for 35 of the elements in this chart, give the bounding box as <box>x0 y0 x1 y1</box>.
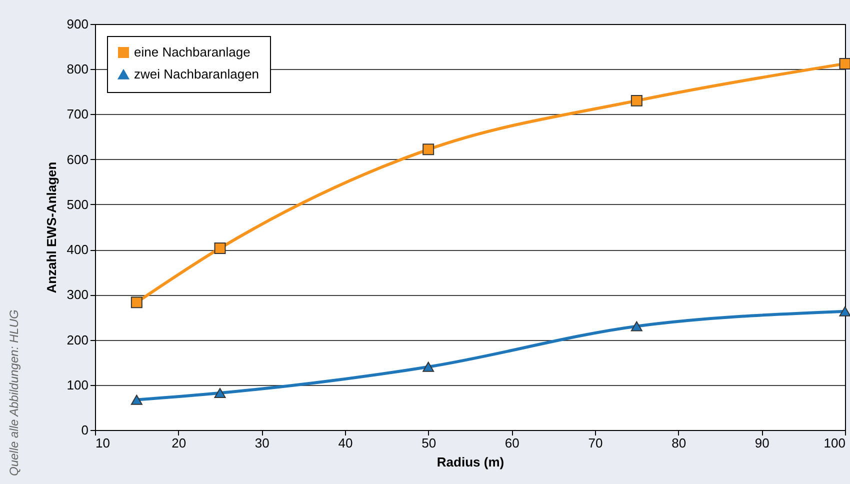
point <box>839 58 850 70</box>
x-tick-label: 30 <box>254 436 270 450</box>
point <box>422 362 434 372</box>
legend-label: eine Nachbaranlage <box>134 44 250 60</box>
x-tick-label: 80 <box>672 436 686 450</box>
point <box>630 94 642 106</box>
point <box>630 321 642 332</box>
x-tick-label: 90 <box>754 436 770 450</box>
y-tick-label: 0 <box>81 422 88 438</box>
y-tick-label: 900 <box>66 16 88 32</box>
legend-label: zwei Nachbaranlagen <box>134 66 260 82</box>
x-tick-label: 20 <box>172 436 186 450</box>
source-note: Quelle alle Abbildungen: HLUG <box>7 310 21 476</box>
y-tick-label: 800 <box>66 62 88 77</box>
point <box>130 296 142 308</box>
point <box>422 144 434 156</box>
y-axis-title: Anzahl EWS-Anlagen <box>44 162 59 294</box>
x-tick-label: 60 <box>504 436 520 450</box>
x-tick-label: 40 <box>338 436 353 450</box>
point <box>214 242 226 254</box>
y-tick-label: 100 <box>66 377 88 392</box>
y-tick-label: 500 <box>66 196 88 212</box>
y-tick-label: 200 <box>66 332 88 348</box>
point <box>214 388 226 398</box>
y-tick-label: 300 <box>66 287 88 302</box>
x-tick-label: 100 <box>824 436 846 450</box>
point <box>839 306 850 316</box>
y-tick-label: 700 <box>66 106 88 122</box>
x-axis-title: Radius (m) <box>436 454 504 470</box>
y-tick-label: 400 <box>66 242 88 258</box>
point <box>130 394 142 405</box>
x-tick-label: 10 <box>96 436 110 450</box>
y-tick-label: 600 <box>66 152 88 167</box>
x-tick-label: 70 <box>588 436 603 450</box>
x-tick-label: 50 <box>422 436 436 450</box>
